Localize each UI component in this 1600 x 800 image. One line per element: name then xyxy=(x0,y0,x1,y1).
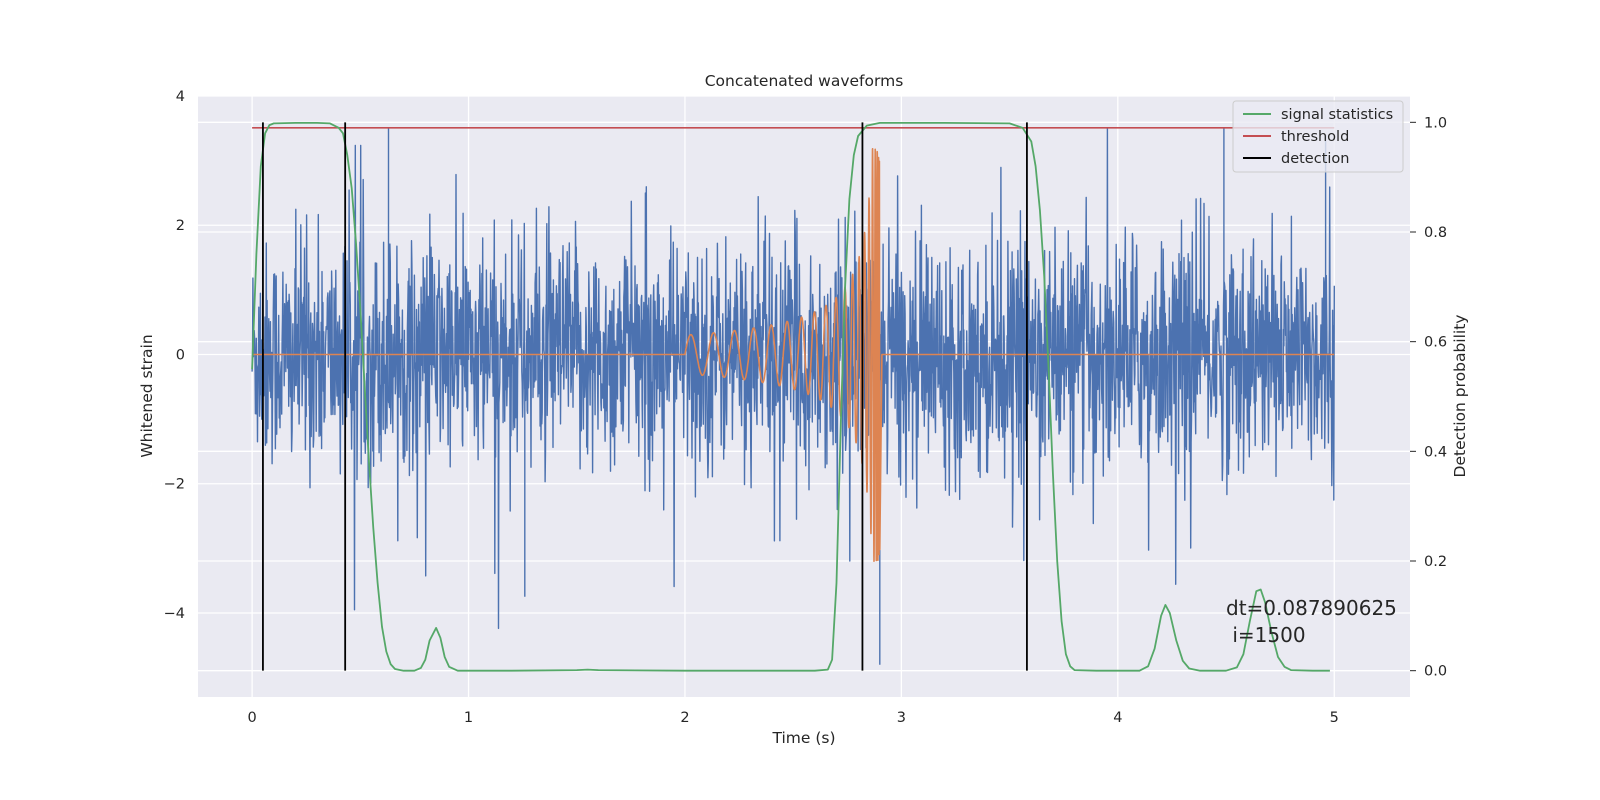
chirp-line xyxy=(252,148,1335,562)
legend-label-threshold: threshold xyxy=(1281,129,1349,145)
y2-tick-label-5: 0.0 xyxy=(1424,664,1447,680)
tick-labels: 0 1 2 3 4 5 4 2 0 −2 −4 1.0 0.8 0.6 0.4 0.2 0.0 xyxy=(164,89,1447,726)
signal-statistics-line xyxy=(251,122,1330,672)
legend-label-detection: detection xyxy=(1281,151,1349,167)
detection-series xyxy=(262,122,1028,671)
x-tick-label-3: 3 xyxy=(897,710,906,726)
x-tick-label-4: 4 xyxy=(1113,710,1122,726)
x-tick-label-1: 1 xyxy=(464,710,473,726)
legend-label-signal-statistics: signal statistics xyxy=(1281,107,1393,123)
signal-statistics-series xyxy=(251,122,1330,672)
y-axis-title: Whitened strain xyxy=(138,334,156,457)
x-tick-label-0: 0 xyxy=(247,710,256,726)
x-axis-title: Time (s) xyxy=(771,729,835,747)
y2-tick-label-2: 0.6 xyxy=(1424,335,1447,351)
chirp-series xyxy=(252,148,1335,562)
legend: signal statistics threshold detection xyxy=(1232,100,1404,173)
x-tick-label-2: 2 xyxy=(680,710,689,726)
y-tick-label-3: −2 xyxy=(164,477,185,493)
y-tick-label-1: 2 xyxy=(176,218,185,234)
y2-tick-label-1: 0.8 xyxy=(1424,225,1447,241)
x-tick-label-5: 5 xyxy=(1330,710,1339,726)
y2-tick-label-0: 1.0 xyxy=(1424,115,1447,131)
chart-title: Concatenated waveforms xyxy=(705,72,904,90)
annotation-dt: dt=0.087890625 xyxy=(1226,596,1397,620)
y-tick-label-0: 4 xyxy=(176,89,185,105)
y2-tick-label-3: 0.4 xyxy=(1424,444,1447,460)
y-tick-label-2: 0 xyxy=(176,347,185,363)
y2-axis-title: Detection probability xyxy=(1451,315,1469,478)
y-tick-label-4: −4 xyxy=(164,606,185,622)
annotation-i: i=1500 xyxy=(1226,623,1306,647)
legend-box xyxy=(1232,100,1404,173)
y2-tick-label-4: 0.2 xyxy=(1424,554,1447,570)
